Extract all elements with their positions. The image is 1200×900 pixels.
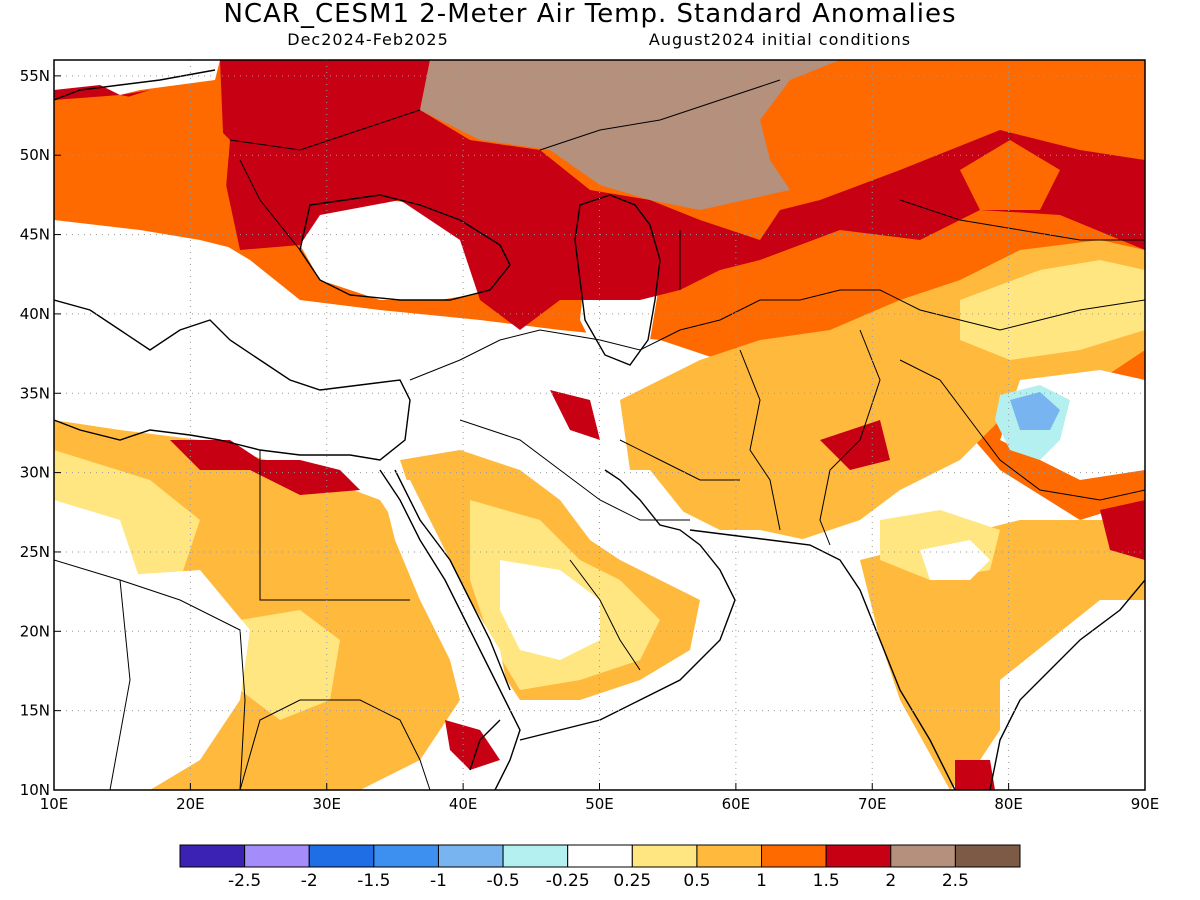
anomaly-region <box>500 560 600 660</box>
legend-label: 0.5 <box>683 871 710 891</box>
anomaly-region <box>1100 500 1145 560</box>
lat-tick-label: 20N <box>20 622 50 640</box>
legend-label: -1.5 <box>357 871 390 891</box>
legend-swatch <box>308 844 375 868</box>
lon-tick-label: 20E <box>176 795 205 813</box>
anomaly-region <box>955 760 995 790</box>
legend-swatch <box>890 844 956 868</box>
anomaly-region <box>860 520 1145 790</box>
legend-swatch <box>502 844 569 868</box>
anomaly-region <box>960 140 1060 210</box>
legend-swatch <box>696 844 763 868</box>
anomaly-region <box>240 610 340 720</box>
legend-swatch <box>244 844 310 868</box>
legend-swatch <box>179 844 246 868</box>
anomaly-region <box>54 95 240 250</box>
anomaly-region <box>445 720 500 770</box>
legend-label: 0.25 <box>613 871 651 891</box>
legend-swatch <box>567 844 633 868</box>
lon-tick-label: 10E <box>40 795 69 813</box>
legend-label: -0.25 <box>546 871 590 891</box>
init-label: August2024 initial conditions <box>649 30 911 49</box>
sea-area <box>380 480 510 710</box>
legend-label: 2 <box>885 871 896 891</box>
lon-tick-label: 40E <box>449 795 478 813</box>
sea-area <box>610 470 690 540</box>
lat-tick-label: 35N <box>20 384 50 402</box>
lat-tick-label: 10N <box>20 781 50 799</box>
anomaly-region <box>420 60 840 210</box>
anomaly-field <box>54 60 1145 790</box>
anomaly-region <box>1010 392 1060 430</box>
anomaly-region <box>960 260 1145 360</box>
legend-label: -2 <box>301 871 318 891</box>
lon-tick-label: 70E <box>858 795 887 813</box>
country-borders <box>54 79 1145 790</box>
lon-tick-label: 30E <box>312 795 341 813</box>
lat-tick-label: 40N <box>20 305 50 323</box>
legend-label: 1.5 <box>813 871 840 891</box>
map-title: NCAR_CESM1 2-Meter Air Temp. Standard An… <box>223 0 956 29</box>
color-legend: -2.5 -2 -1.5 -1 -0.5 -0.25 0.25 0.5 1 1.5 2 2.5 <box>179 844 1021 891</box>
lon-axis: 10E 20E 30E 40E 50E 60E 70E 80E 90E <box>40 783 1160 813</box>
anomaly-region <box>54 570 250 790</box>
legend-swatch <box>373 844 439 868</box>
legend-swatch <box>631 844 698 868</box>
lat-tick-label: 45N <box>20 226 50 244</box>
lat-tick-label: 30N <box>20 464 50 482</box>
legend-label: 1 <box>756 871 767 891</box>
legend-label: -1 <box>430 871 447 891</box>
lat-axis: 10N 15N 20N 25N 30N 35N 40N 45N 50N 55N <box>20 67 61 799</box>
sea-area <box>54 300 420 450</box>
legend-label: -2.5 <box>228 871 261 891</box>
sea-area <box>540 530 880 790</box>
lon-tick-label: 90E <box>1131 795 1160 813</box>
legend-label: 2.5 <box>942 871 969 891</box>
lon-tick-label: 80E <box>994 795 1023 813</box>
legend-swatch <box>825 844 892 868</box>
lat-tick-label: 15N <box>20 702 50 720</box>
lat-tick-label: 50N <box>20 146 50 164</box>
lat-tick-label: 25N <box>20 543 50 561</box>
lon-tick-label: 50E <box>585 795 614 813</box>
season-label: Dec2024-Feb2025 <box>287 30 449 49</box>
anomaly-region <box>920 540 990 580</box>
legend-label: -0.5 <box>486 871 519 891</box>
lat-tick-label: 55N <box>20 67 50 85</box>
sea-area <box>1000 600 1145 790</box>
anomaly-region <box>170 440 360 495</box>
anomaly-region <box>220 60 1145 330</box>
legend-swatch <box>761 844 827 868</box>
sea-area <box>300 195 510 300</box>
legend-swatch <box>954 844 1021 868</box>
lon-tick-label: 60E <box>722 795 751 813</box>
legend-swatch <box>437 844 504 868</box>
anomaly-region <box>550 390 600 440</box>
coastlines <box>54 69 1145 790</box>
